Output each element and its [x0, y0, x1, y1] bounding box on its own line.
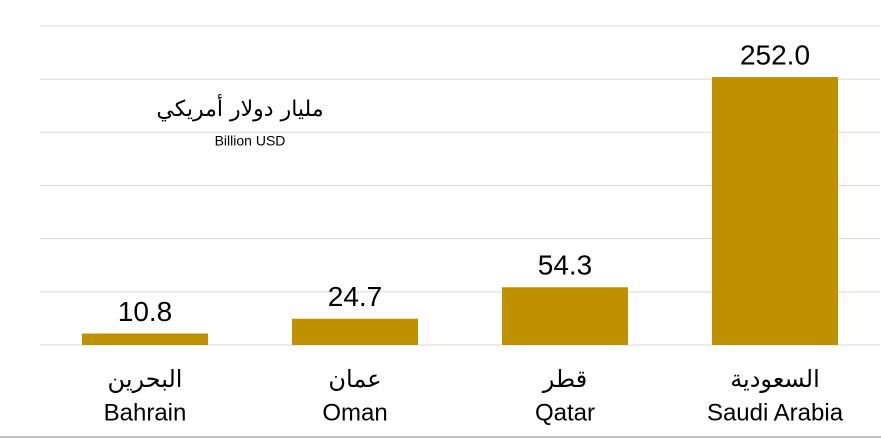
- x-tick-label: Bahrain: [104, 399, 187, 426]
- unit-annotation-ar: مليار دولار أمريكي: [156, 94, 323, 122]
- bar: [82, 333, 208, 345]
- bar: [712, 77, 838, 345]
- bar: [502, 287, 628, 345]
- value-label: 10.8: [118, 296, 173, 327]
- bar: [292, 318, 418, 345]
- value-label: 24.7: [328, 281, 383, 312]
- x-tick-label-ar: البحرين: [108, 365, 183, 393]
- x-tick-label-ar: عمان: [328, 365, 381, 393]
- x-tick-label: Oman: [322, 399, 387, 426]
- value-label: 54.3: [538, 250, 593, 281]
- x-tick-label-ar: السعودية: [730, 365, 820, 393]
- unit-annotation: Billion USD: [215, 133, 286, 149]
- value-label: 252.0: [740, 39, 810, 70]
- x-tick-label: Qatar: [535, 399, 595, 426]
- x-tick-label-ar: قطر: [542, 365, 587, 393]
- x-tick-label: Saudi Arabia: [707, 399, 844, 426]
